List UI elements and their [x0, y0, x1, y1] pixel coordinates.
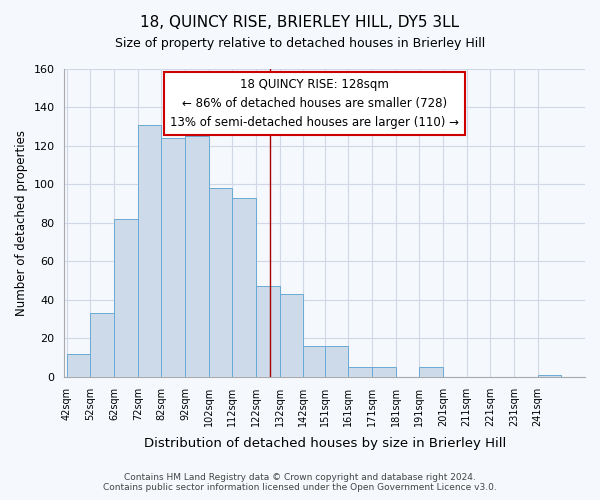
Text: Size of property relative to detached houses in Brierley Hill: Size of property relative to detached ho…	[115, 38, 485, 51]
Bar	[372, 367, 395, 377]
Bar	[114, 219, 138, 377]
Bar	[209, 188, 232, 377]
Bar	[304, 346, 325, 377]
Bar	[280, 294, 304, 377]
Bar	[538, 375, 562, 377]
Bar	[91, 314, 114, 377]
Text: Contains HM Land Registry data © Crown copyright and database right 2024.
Contai: Contains HM Land Registry data © Crown c…	[103, 473, 497, 492]
Bar	[256, 286, 280, 377]
Bar	[419, 367, 443, 377]
Bar	[325, 346, 349, 377]
Y-axis label: Number of detached properties: Number of detached properties	[15, 130, 28, 316]
Bar	[185, 136, 209, 377]
X-axis label: Distribution of detached houses by size in Brierley Hill: Distribution of detached houses by size …	[143, 437, 506, 450]
Bar	[232, 198, 256, 377]
Bar	[349, 367, 372, 377]
Bar	[138, 125, 161, 377]
Bar	[161, 138, 185, 377]
Text: 18 QUINCY RISE: 128sqm
← 86% of detached houses are smaller (728)
13% of semi-de: 18 QUINCY RISE: 128sqm ← 86% of detached…	[170, 78, 459, 129]
Bar	[67, 354, 91, 377]
Text: 18, QUINCY RISE, BRIERLEY HILL, DY5 3LL: 18, QUINCY RISE, BRIERLEY HILL, DY5 3LL	[140, 15, 460, 30]
